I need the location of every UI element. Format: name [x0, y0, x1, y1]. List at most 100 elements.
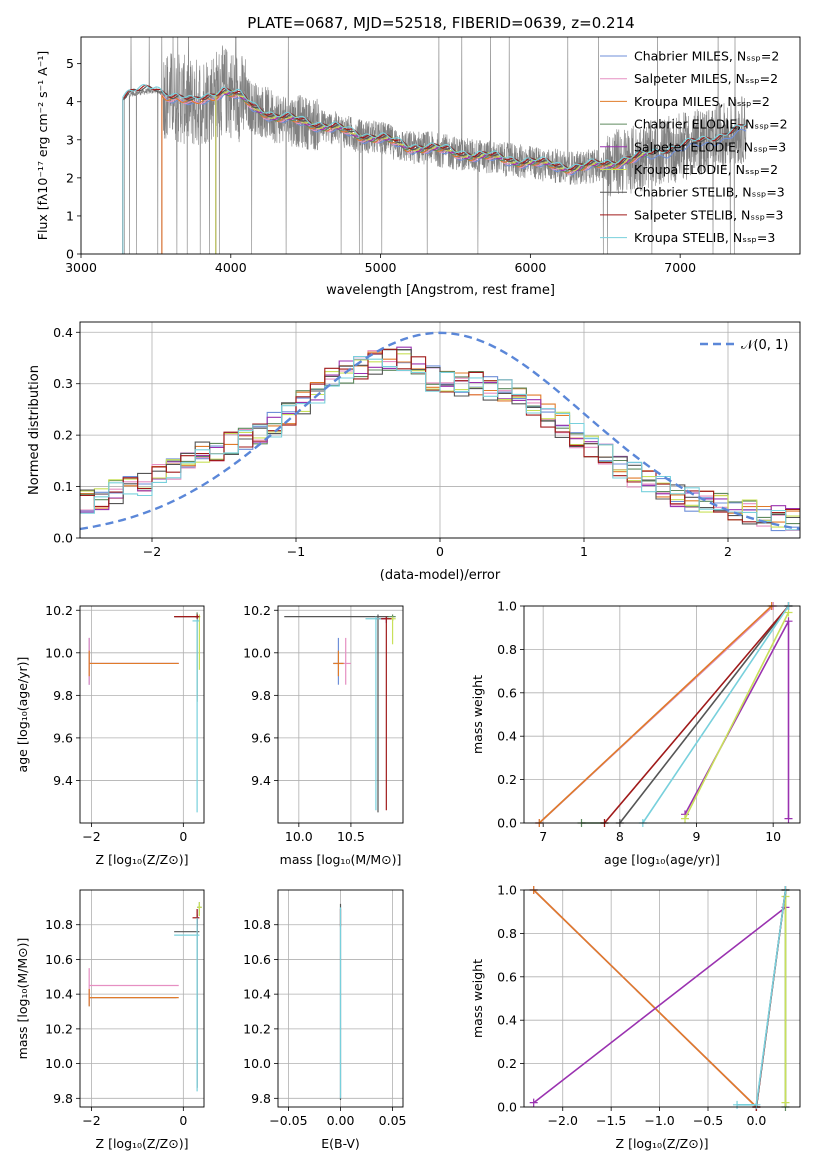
x-tick-label: 10 [765, 829, 781, 844]
x-tick-label: −2 [82, 829, 100, 844]
y-tick-label: 0.8 [497, 926, 517, 941]
y-tick-label: 10.4 [243, 987, 271, 1002]
y-tick-label: 10.0 [45, 645, 73, 660]
x-axis-label: Z [log₁₀(Z/Z⊙)] [616, 1136, 709, 1151]
plot-frame [523, 889, 801, 1108]
x-tick-label: −0.05 [269, 1113, 307, 1128]
legend-entry: Kroupa MILES, Nₛₛₚ=2 [634, 94, 770, 109]
x-tick-label: −1 [287, 544, 305, 559]
model-line-chabrier-stelib [122, 85, 747, 254]
x-tick-label: 9 [693, 829, 701, 844]
model-line-salpeter-miles [161, 92, 645, 254]
x-axis-label: Z [log₁₀(Z/Z⊙)] [96, 852, 189, 867]
legend-entry: 𝒩(0, 1) [741, 338, 788, 353]
x-axis-label: E(B-V) [321, 1136, 360, 1151]
weight-line-kroupa-elodie [684, 612, 790, 820]
x-tick-label: 5000 [365, 260, 397, 275]
y-axis-label: mass weight [470, 959, 485, 1038]
y-axis-label: Flux [fλ10⁻¹⁷ erg cm⁻² s⁻¹ A⁻¹] [35, 51, 50, 240]
x-tick-label: 3000 [65, 260, 97, 275]
x-axis-label: mass [log₁₀(M/M⊙)] [280, 852, 402, 867]
x-tick-label: 7 [539, 829, 547, 844]
x-tick-label: 2 [724, 544, 732, 559]
plot-frame [79, 321, 801, 539]
weight-point [681, 814, 689, 823]
legend-entry: Salpeter MILES, Nₛₛₚ=2 [634, 71, 778, 86]
legend-entry: Chabrier ELODIE, Nₛₛₚ=2 [634, 117, 788, 132]
plot-frame [523, 605, 801, 824]
y-axis-label: mass weight [470, 675, 485, 754]
x-tick-label: −2 [143, 544, 161, 559]
y-tick-label: 10.2 [45, 1021, 73, 1036]
weight-point [733, 1100, 742, 1109]
weight-line-kroupa-stelib [737, 889, 787, 1106]
y-tick-label: 0.2 [497, 772, 517, 787]
spectrum-legend: Chabrier MILES, Nₛₛₚ=2 Salpeter MILES, Nₛ… [600, 49, 788, 245]
weight-point [784, 814, 793, 823]
x-tick-label: 0 [179, 829, 187, 844]
weight-line-salpeter-stelib [603, 605, 790, 824]
y-tick-label: 0.6 [497, 969, 517, 984]
spectrum-plot-area [122, 37, 747, 254]
y-tick-label: 3 [66, 132, 74, 147]
y-tick-label: 0.6 [497, 685, 517, 700]
legend-entry: Chabrier STELIB, Nₛₛₚ=3 [634, 185, 785, 200]
x-tick-label: 0 [179, 1113, 187, 1128]
chart-age-vs-Z: −2 0 9.4 9.6 9.8 10.0 10.2 Z [log₁₀(Z/Z⊙)] age [… [15, 603, 205, 867]
y-tick-label: 10.2 [243, 603, 271, 618]
x-axis-label: wavelength [Angstrom, rest frame] [326, 283, 555, 298]
weight-line-salpeter-elodie [533, 906, 786, 1104]
x-tick-label: −1.5 [596, 1113, 626, 1128]
weight-point [529, 1098, 538, 1107]
y-tick-label: 10.2 [243, 1021, 271, 1036]
y-tick-label: 0.4 [497, 1013, 517, 1028]
figure-title: PLATE=0687, MJD=52518, FIBERID=0639, z=0… [247, 14, 634, 32]
x-tick-label: −1.0 [644, 1113, 674, 1128]
x-axis-label: Z [log₁₀(Z/Z⊙)] [96, 1136, 189, 1151]
plot-frame [80, 36, 801, 255]
normal-curve [79, 331, 801, 531]
y-tick-label: 0.0 [497, 816, 517, 831]
y-tick-label: 2 [66, 170, 74, 185]
y-tick-label: 5 [66, 56, 74, 71]
plot-area [88, 612, 201, 813]
chart-weight-vs-Z: −2.0 −1.5 −1.0 −0.5 0.0 0.0 0.2 0.4 0.6 0.8 1.0 Z [… [470, 883, 801, 1151]
x-tick-label: 10.0 [285, 829, 313, 844]
y-tick-label: 9.4 [251, 773, 271, 788]
y-axis-label: Normed distribution [27, 365, 42, 495]
chart-mass-vs-Z: −2 0 9.8 10.0 10.2 10.4 10.6 10.8 Z [log₁₀(Z/Z⊙)… [15, 889, 205, 1151]
plot-frame [277, 889, 404, 1108]
legend-entry: Salpeter ELODIE, Nₛₛₚ=3 [634, 139, 786, 154]
y-tick-label: 9.4 [53, 773, 73, 788]
y-tick-label: 1.0 [497, 599, 517, 614]
x-tick-label: 7000 [664, 260, 696, 275]
y-tick-label: 9.6 [251, 730, 271, 745]
chart-mass-vs-EBV: −0.05 0.00 0.05 9.8 10.0 10.2 10.4 10.6 10.8 E(B-… [243, 889, 407, 1151]
weight-line-kroupa-miles [533, 889, 757, 1108]
histogram-kroupa-stelib [80, 356, 800, 531]
y-tick-label: 10.0 [45, 1056, 73, 1071]
chart-residuals: −2 −1 0 1 2 0.0 0.1 0.2 0.3 0.4 𝒩(0, 1) (data-model… [27, 321, 801, 583]
x-tick-label: 0.05 [379, 1113, 407, 1128]
y-tick-label: 1.0 [497, 883, 517, 898]
x-tick-label: 0.0 [746, 1113, 766, 1128]
legend-entry: Kroupa ELODIE, Nₛₛₚ=2 [634, 162, 778, 177]
plot-frame [277, 605, 404, 824]
y-tick-label: 0.1 [53, 479, 73, 494]
y-tick-label: 1 [66, 208, 74, 223]
y-tick-label: 9.8 [251, 688, 271, 703]
x-tick-label: −0.5 [693, 1113, 723, 1128]
y-tick-label: 10.4 [45, 987, 73, 1002]
plot-area [88, 902, 202, 1092]
x-tick-label: 1 [580, 544, 588, 559]
y-tick-label: 10.6 [45, 952, 73, 967]
legend-entry: Salpeter STELIB, Nₛₛₚ=3 [634, 207, 784, 222]
y-tick-label: 0.2 [497, 1056, 517, 1071]
plot-frame [79, 889, 205, 1108]
y-tick-label: 0.3 [53, 376, 73, 391]
x-tick-label: 0 [436, 544, 444, 559]
x-tick-label: −2 [82, 1113, 100, 1128]
y-tick-label: 9.8 [53, 688, 73, 703]
y-tick-label: 0.4 [497, 729, 517, 744]
